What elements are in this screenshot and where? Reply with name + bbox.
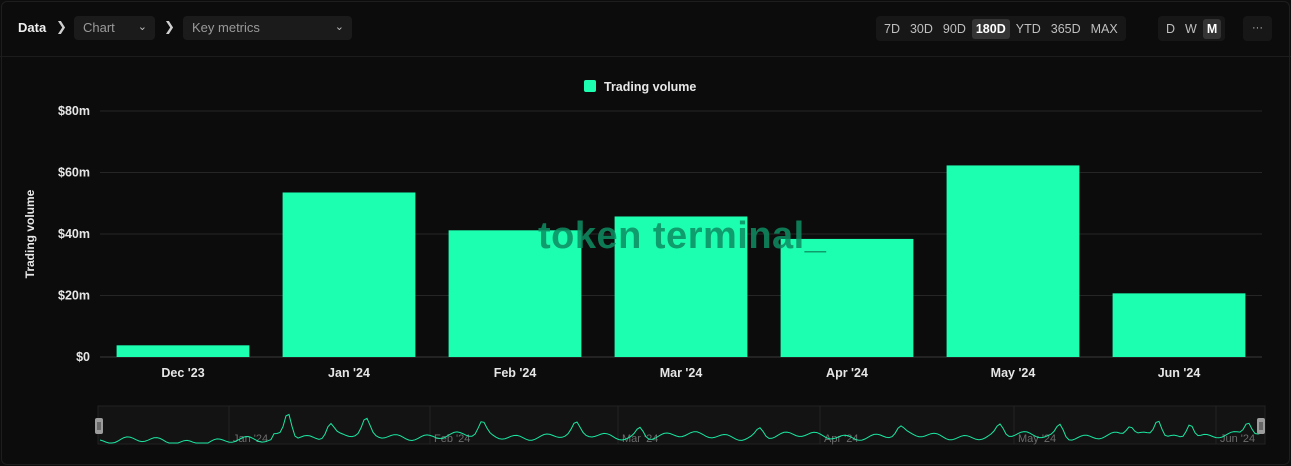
- bar: [116, 345, 250, 357]
- toolbar: Data ❯ Chart ⌄ ❯ Key metrics ⌄ 7D 30D 90D 1…: [0, 0, 1291, 57]
- time-range-selector: 7D 30D 90D 180D YTD 365D MAX: [876, 16, 1126, 41]
- granularity-button-d[interactable]: D: [1166, 21, 1176, 36]
- bar: [448, 230, 582, 357]
- x-tick-label: Jun '24: [1158, 366, 1201, 380]
- chart-select[interactable]: Chart ⌄: [74, 16, 155, 40]
- bar: [282, 192, 416, 357]
- x-tick-label: Apr '24: [826, 366, 868, 380]
- y-tick-label: $0: [76, 350, 90, 364]
- x-tick-label: May '24: [991, 366, 1036, 380]
- x-tick-label: Jan '24: [328, 366, 370, 380]
- x-tick-label: Feb '24: [494, 366, 537, 380]
- chart-select-value: Chart: [83, 20, 115, 35]
- chevron-down-icon: ⌄: [334, 21, 344, 33]
- navigator-label: Feb '24: [434, 433, 470, 445]
- bar: [614, 216, 748, 357]
- range-button-30d[interactable]: 30D: [909, 21, 933, 36]
- bar: [1112, 293, 1246, 357]
- metric-select-value: Key metrics: [192, 20, 260, 35]
- legend-label: Trading volume: [604, 80, 697, 94]
- granularity-button-m[interactable]: M: [1202, 18, 1222, 39]
- range-button-ytd[interactable]: YTD: [1015, 21, 1041, 36]
- breadcrumb-data[interactable]: Data: [18, 20, 47, 35]
- navigator-label: Apr '24: [824, 433, 859, 445]
- navigator-track: [97, 405, 1266, 445]
- legend-swatch: [584, 80, 596, 92]
- x-tick-label: Mar '24: [660, 366, 703, 380]
- y-tick-label: $80m: [58, 104, 90, 118]
- bar: [946, 165, 1080, 357]
- navigator-series-line: [99, 413, 1262, 444]
- chart-legend[interactable]: Trading volume: [584, 80, 696, 94]
- navigator-label: Jan '24: [233, 433, 268, 445]
- y-tick-label: $40m: [58, 227, 90, 241]
- metric-select[interactable]: Key metrics ⌄: [183, 16, 352, 40]
- y-tick-label: $20m: [58, 289, 90, 303]
- range-button-90d[interactable]: 90D: [942, 21, 966, 36]
- range-button-7d[interactable]: 7D: [884, 21, 900, 36]
- bar: [780, 238, 914, 357]
- range-button-max[interactable]: MAX: [1090, 21, 1118, 36]
- x-tick-label: Dec '23: [161, 366, 204, 380]
- y-tick-label: $60m: [58, 166, 90, 180]
- more-options-button[interactable]: ···: [1243, 16, 1272, 41]
- range-button-365d[interactable]: 365D: [1050, 21, 1081, 36]
- navigator-label: Jun '24: [1220, 433, 1255, 445]
- range-button-180d[interactable]: 180D: [971, 18, 1010, 39]
- chevron-right-icon: ❯: [164, 19, 175, 34]
- chevron-down-icon: ⌄: [137, 21, 147, 33]
- granularity-button-w[interactable]: W: [1185, 21, 1197, 36]
- chevron-right-icon: ❯: [56, 19, 67, 34]
- navigator-left-handle[interactable]: [95, 418, 103, 434]
- navigator-right-handle[interactable]: [1257, 418, 1265, 434]
